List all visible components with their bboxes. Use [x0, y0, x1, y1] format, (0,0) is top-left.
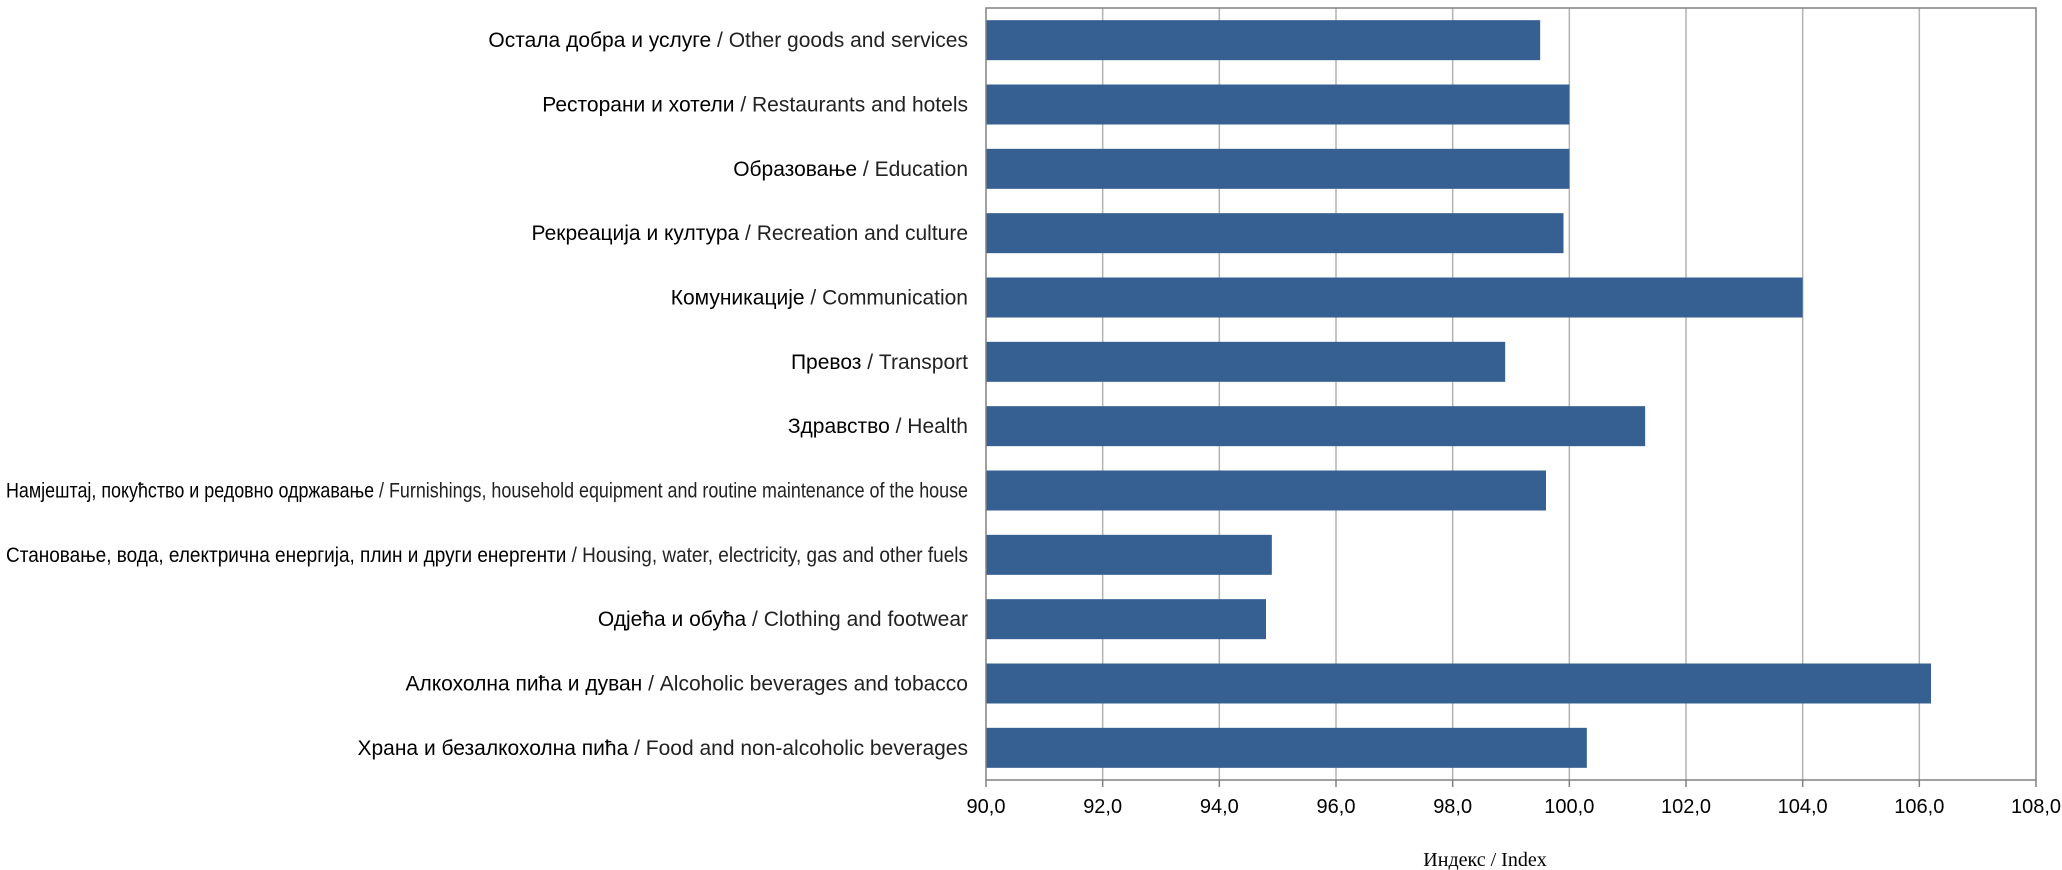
bar	[986, 470, 1546, 511]
x-axis-title-sr: Индекс	[1423, 849, 1485, 870]
category-label: Алкохолна пића и дуван / Alcoholic bever…	[405, 673, 968, 696]
bar	[986, 727, 1587, 768]
x-tick-label: 90,0	[967, 796, 1006, 818]
category-label-en: / Recreation and culture	[739, 222, 968, 245]
category-label-sr: Комуникације	[671, 287, 805, 310]
category-label: Храна и безалкохолна пића / Food and non…	[357, 737, 968, 760]
x-tick-labels: 90,0 92,0 94,0 96,0 98,0 100,0 102,0 104,0 106,0…	[967, 796, 2062, 818]
category-label-en: / Clothing and footwear	[746, 608, 968, 631]
category-label-en: / Restaurants and hotels	[735, 94, 968, 117]
category-label-en: / Alcoholic beverages and tobacco	[642, 673, 968, 696]
category-label: Намјештај, покућство и редовно одржавање…	[6, 480, 968, 503]
category-label: Ресторани и хотели / Restaurants and hot…	[542, 94, 968, 117]
category-labels: Остала добра и услуге / Other goods and …	[6, 29, 968, 760]
bar	[986, 84, 1570, 125]
x-axis-title: Индекс / Index	[1423, 849, 1546, 870]
x-tick-label: 100,0	[1544, 796, 1594, 818]
category-label-sr: Одјећа и обућа	[598, 608, 747, 631]
category-label: Остала добра и услуге / Other goods and …	[488, 29, 968, 52]
bar	[986, 20, 1541, 61]
bar	[986, 277, 1803, 318]
category-label-en: / Other goods and services	[711, 29, 968, 52]
x-tick-label: 104,0	[1778, 796, 1828, 818]
category-label: Одјећа и обућа / Clothing and footwear	[598, 608, 968, 631]
category-label-sr: Превоз	[791, 351, 861, 374]
category-label: Превоз / Transport	[791, 351, 968, 374]
category-label-en: / Food and non-alcoholic beverages	[628, 737, 968, 760]
bar	[986, 599, 1266, 640]
category-label-sr: Остала добра и услуге	[488, 29, 711, 52]
x-axis-title-en: Index	[1501, 849, 1547, 870]
gridlines	[1101, 8, 1921, 780]
x-tick-label: 106,0	[1894, 796, 1944, 818]
category-label-sr: Алкохолна пића и дуван	[405, 673, 642, 696]
category-label-sr: Рекреација и култура	[532, 222, 740, 245]
category-label-sr: Ресторани и хотели	[542, 94, 734, 117]
category-label-en: / Furnishings, household equipment and r…	[374, 480, 968, 503]
category-label: Становање, вода, електрична енергија, пл…	[6, 544, 968, 567]
category-label-sr: Храна и безалкохолна пића	[357, 737, 628, 760]
x-tick-label: 102,0	[1661, 796, 1711, 818]
x-tick-label: 94,0	[1200, 796, 1239, 818]
x-tick-label: 92,0	[1083, 796, 1122, 818]
x-tick-label: 108,0	[2011, 796, 2061, 818]
category-label-en: / Education	[857, 158, 968, 181]
plot-border	[985, 7, 2037, 781]
bars	[986, 20, 1931, 768]
x-tick-label: 96,0	[1317, 796, 1356, 818]
category-label: Рекреација и култура / Recreation and cu…	[532, 222, 968, 245]
x-tick-label: 98,0	[1433, 796, 1472, 818]
category-label-sr: Здравство	[788, 415, 890, 438]
category-label: Образовање / Education	[733, 158, 968, 181]
category-label-sr: Намјештај, покућство и редовно одржавање	[6, 480, 374, 503]
category-label-en: / Transport	[861, 351, 968, 374]
bar	[986, 663, 1931, 704]
category-label-sr: Становање, вода, електрична енергија, пл…	[6, 544, 566, 567]
bar	[986, 534, 1272, 575]
category-label-en: / Housing, water, electricity, gas and o…	[566, 544, 968, 567]
category-label: Здравство / Health	[788, 415, 968, 438]
bar	[986, 341, 1506, 382]
category-label-en: / Communication	[805, 287, 968, 310]
category-label-sr: Образовање	[733, 158, 857, 181]
category-label-en: / Health	[890, 415, 968, 438]
category-label: Комуникације / Communication	[671, 287, 968, 310]
bar	[986, 406, 1646, 447]
bar	[986, 148, 1570, 189]
x-axis-title-separator: /	[1486, 849, 1502, 870]
plot-frame	[985, 7, 2037, 787]
bar	[986, 213, 1564, 254]
